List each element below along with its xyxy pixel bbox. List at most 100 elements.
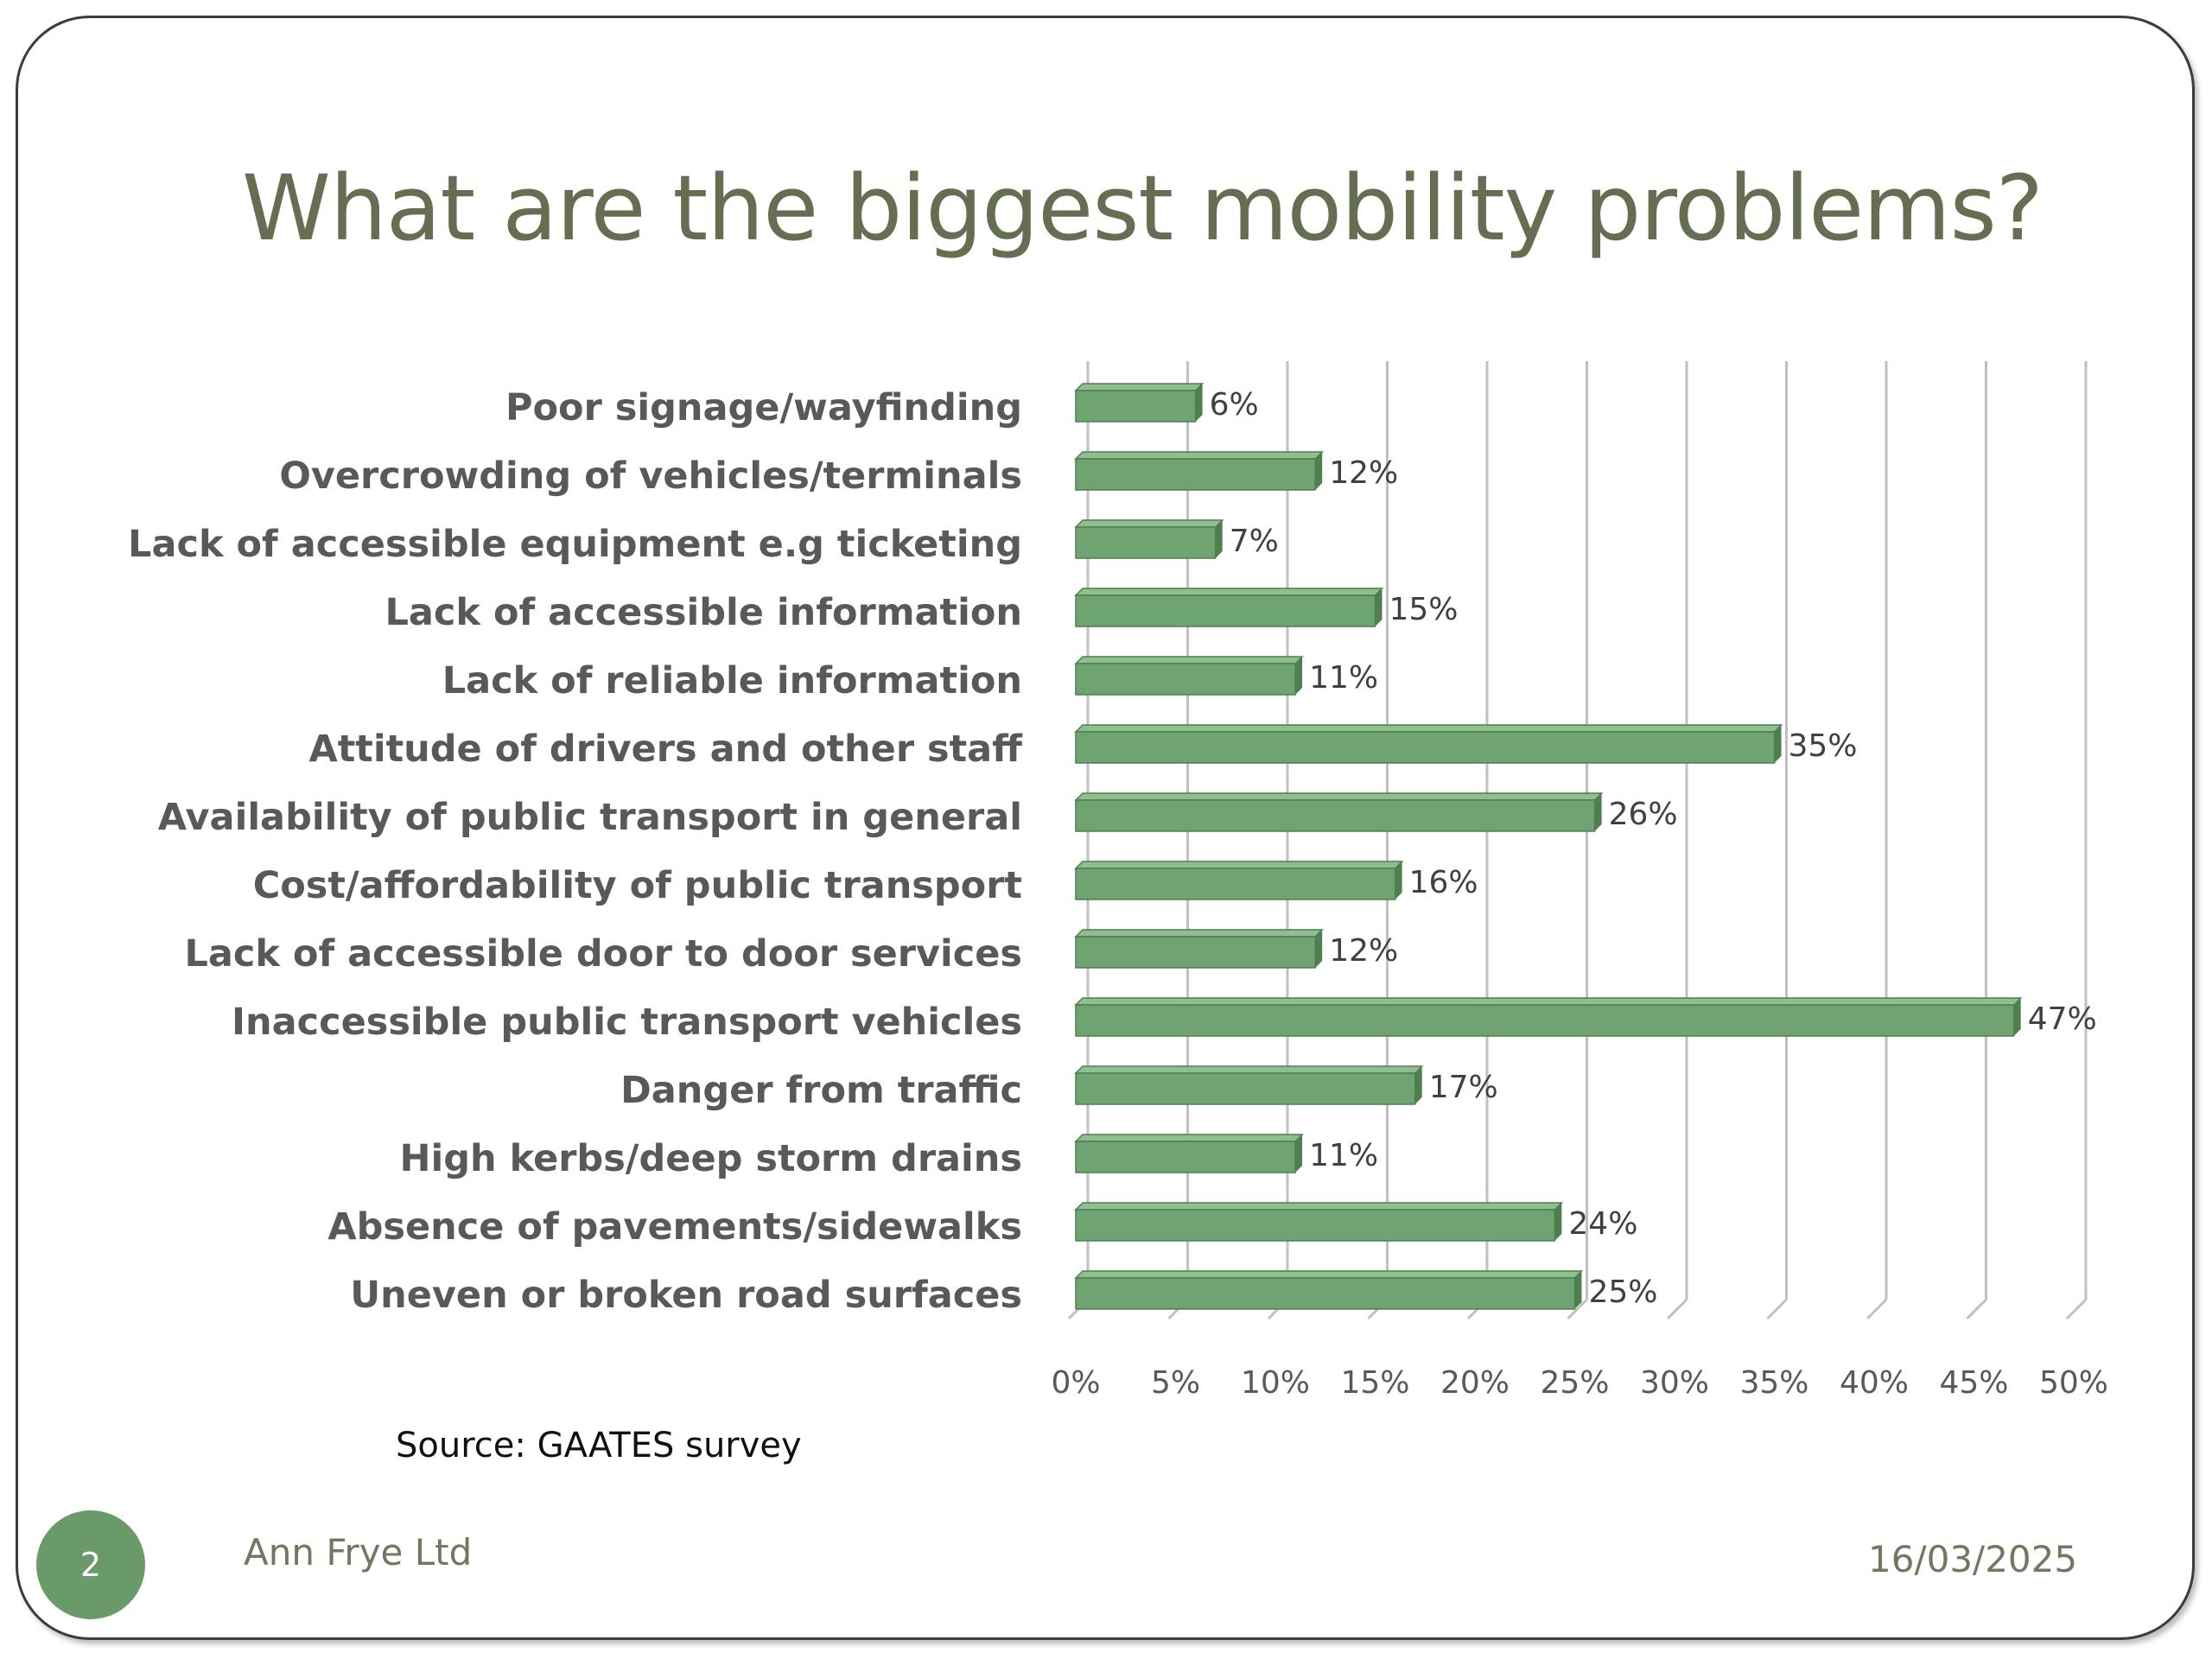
bar: [1074, 588, 1384, 627]
category-label: Overcrowding of vehicles/terminals: [279, 454, 1022, 498]
chart-labels: 0% 5% 10% 15% 20% 25% 30% 35% 40% 45% 50% Poor sign…: [128, 386, 2108, 1401]
bar-side-face: [1315, 452, 1323, 490]
category-label: Availability of public transport in gene…: [158, 796, 1022, 839]
bar-side-face: [1215, 520, 1223, 558]
category-label: Lack of accessible equipment e.g ticketi…: [128, 523, 1022, 566]
source-note: Source: GAATES survey: [396, 1426, 802, 1465]
bar-front-face: [1075, 1277, 1576, 1310]
bar: [1074, 1134, 1304, 1173]
bar-top-face: [1074, 929, 1325, 938]
bar-top-face: [1074, 519, 1224, 528]
bar-side-face: [1315, 930, 1323, 968]
bar: [1074, 861, 1404, 900]
bar-front-face: [1075, 1004, 2015, 1037]
bar-top-face: [1074, 1134, 1304, 1142]
data-label: 7%: [1230, 524, 1279, 559]
data-label: 47%: [2028, 1001, 2097, 1037]
gridline-floor: [1567, 1298, 1588, 1320]
category-label: Lack of accessible information: [385, 591, 1022, 634]
gridline-floor: [2065, 1298, 2088, 1320]
bar-top-face: [1074, 588, 1384, 596]
bar-side-face: [1295, 1135, 1303, 1173]
bar-front-face: [1075, 458, 1316, 491]
bar: [1074, 451, 1325, 491]
gridline-floor: [1766, 1298, 1788, 1320]
x-tick-label: 30%: [1640, 1365, 1709, 1401]
x-tick-label: 0%: [1051, 1365, 1100, 1401]
bar-front-face: [1075, 526, 1217, 559]
bar-side-face: [1295, 657, 1303, 695]
data-label: 6%: [1210, 387, 1259, 423]
bar: [1074, 1270, 1584, 1310]
slide-title: What are the biggest mobility problems?: [242, 156, 2044, 261]
category-label: Danger from traffic: [620, 1069, 1022, 1112]
bar-side-face: [1414, 1066, 1422, 1104]
bar-side-face: [2013, 998, 2021, 1036]
category-label: Lack of reliable information: [442, 659, 1022, 702]
bar-side-face: [1395, 861, 1402, 899]
x-tick-label: 45%: [1939, 1365, 2008, 1401]
bar-front-face: [1075, 1209, 1556, 1242]
bar-top-face: [1074, 451, 1325, 460]
data-label: 11%: [1309, 660, 1378, 696]
bar: [1074, 724, 1783, 764]
bar-front-face: [1075, 731, 1776, 764]
data-label: 12%: [1329, 933, 1398, 969]
bar-side-face: [1554, 1203, 1562, 1241]
category-label: Cost/affordability of public transport: [253, 864, 1022, 907]
x-tick-label: 10%: [1241, 1365, 1310, 1401]
bar-top-face: [1074, 792, 1604, 801]
data-label: 16%: [1409, 865, 1478, 900]
chart-grid: [1067, 361, 2088, 1320]
chart-bars: [1074, 383, 2023, 1310]
data-label: 24%: [1568, 1206, 1637, 1242]
bar-side-face: [1594, 793, 1602, 831]
bar-top-face: [1074, 1202, 1564, 1211]
x-tick-label: 20%: [1440, 1365, 1510, 1401]
slide-number-badge: 2: [36, 1510, 145, 1619]
footer-author: Ann Frye Ltd: [244, 1531, 473, 1573]
bar-front-face: [1075, 1072, 1416, 1105]
bar: [1074, 383, 1205, 423]
bar-side-face: [1774, 725, 1782, 763]
data-label: 35%: [1789, 728, 1858, 764]
bar-front-face: [1075, 799, 1596, 832]
category-label: Absence of pavements/sidewalks: [327, 1205, 1022, 1249]
bar-top-face: [1074, 1270, 1584, 1279]
bar-front-face: [1075, 868, 1396, 900]
bar-top-face: [1074, 383, 1205, 391]
bar-top-face: [1074, 656, 1304, 664]
bar-top-face: [1074, 1065, 1424, 1074]
x-tick-label: 25%: [1540, 1365, 1609, 1401]
category-label: Inaccessible public transport vehicles: [232, 1001, 1022, 1044]
bar: [1074, 1065, 1424, 1105]
bar: [1074, 656, 1304, 696]
bar-top-face: [1074, 724, 1783, 733]
bar-side-face: [1574, 1271, 1582, 1309]
category-label: Lack of accessible door to door services: [184, 932, 1022, 976]
bar-front-face: [1075, 390, 1197, 423]
bar: [1074, 997, 2023, 1037]
data-label: 17%: [1429, 1070, 1498, 1105]
bar: [1074, 1202, 1564, 1242]
category-label: Attitude of drivers and other staff: [308, 728, 1023, 771]
category-label: High kerbs/deep storm drains: [400, 1137, 1022, 1180]
x-tick-label: 50%: [2039, 1365, 2108, 1401]
data-label: 11%: [1309, 1138, 1378, 1173]
category-label: Uneven or broken road surfaces: [350, 1274, 1022, 1317]
bar-side-face: [1195, 384, 1203, 422]
x-tick-label: 40%: [1840, 1365, 1909, 1401]
data-label: 15%: [1389, 592, 1459, 627]
gridline-floor: [1866, 1298, 1888, 1320]
data-label: 26%: [1609, 797, 1678, 832]
bar-front-face: [1075, 594, 1376, 627]
bar-top-face: [1074, 997, 2023, 1006]
x-tick-label: 5%: [1151, 1365, 1200, 1401]
data-label: 12%: [1329, 455, 1398, 491]
bar-front-face: [1075, 663, 1296, 696]
bar-front-face: [1075, 936, 1316, 969]
x-tick-label: 15%: [1340, 1365, 1409, 1401]
bar-top-face: [1074, 861, 1404, 869]
x-tick-label: 35%: [1739, 1365, 1808, 1401]
